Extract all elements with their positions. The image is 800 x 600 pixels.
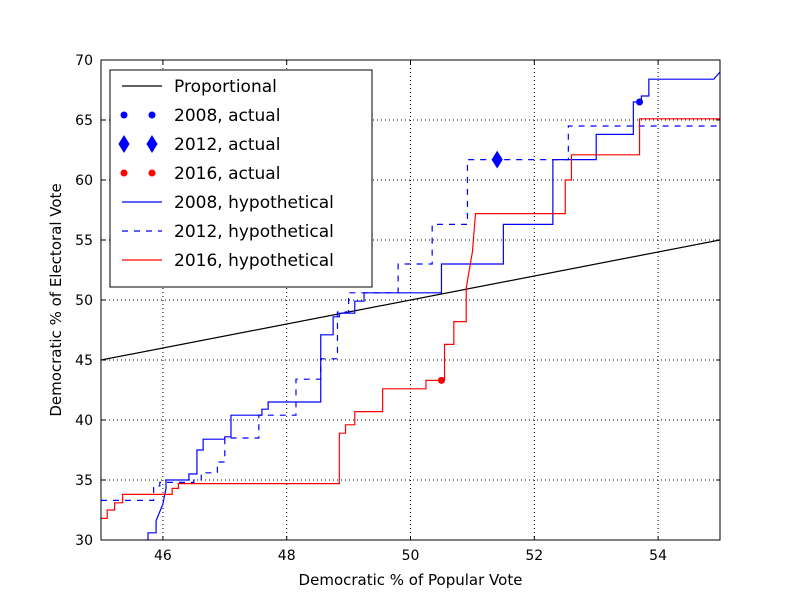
legend-item-2012-hypothetical: 2012, hypothetical xyxy=(122,222,334,242)
legend-label: 2012, hypothetical xyxy=(174,222,334,242)
y-tick-label: 70 xyxy=(75,53,93,69)
series-line xyxy=(101,118,720,519)
series-2016-hypothetical xyxy=(101,118,720,519)
series-2008-hypothetical xyxy=(145,71,720,540)
legend-label: Proportional xyxy=(174,77,277,97)
x-axis-title: Democratic % of Popular Vote xyxy=(299,571,523,589)
y-tick-label: 65 xyxy=(75,113,93,129)
series-line xyxy=(145,71,720,540)
legend-item-proportional: Proportional xyxy=(122,77,277,97)
series-line xyxy=(101,239,720,361)
legend-marker-swatch xyxy=(118,135,130,153)
x-tick-label: 50 xyxy=(402,548,420,564)
series-line xyxy=(101,125,720,501)
legend-marker-swatch xyxy=(148,169,156,177)
series-2012-hypothetical xyxy=(101,125,720,501)
y-tick-label: 40 xyxy=(75,413,93,429)
legend-marker-swatch xyxy=(120,111,128,119)
legend-item-2016-hypothetical: 2016, hypothetical xyxy=(122,251,334,271)
legend-box xyxy=(109,69,373,288)
x-tick-label: 48 xyxy=(278,548,296,564)
series-layer xyxy=(101,71,720,540)
y-tick-label: 30 xyxy=(75,533,93,549)
legend-label: 2016, hypothetical xyxy=(174,251,334,271)
x-tick-label: 52 xyxy=(525,548,543,564)
y-tick-label: 45 xyxy=(75,353,93,369)
y-axis-title: Democratic % of Electoral Vote xyxy=(47,183,65,416)
y-tick-label: 50 xyxy=(75,293,93,309)
legend-label: 2016, actual xyxy=(174,164,280,184)
legend-item-2008-hypothetical: 2008, hypothetical xyxy=(122,193,334,213)
x-tick-label: 46 xyxy=(154,548,172,564)
legend-label: 2008, hypothetical xyxy=(174,193,334,213)
legend-marker-swatch xyxy=(146,135,158,153)
x-tick-label: 54 xyxy=(649,548,667,564)
legend-item-2012-actual: 2012, actual xyxy=(118,135,280,155)
legend-item-2008-actual: 2008, actual xyxy=(120,106,280,126)
legend-label: 2012, actual xyxy=(174,135,280,155)
legend-marker-swatch xyxy=(148,111,156,119)
y-tick-label: 60 xyxy=(75,173,93,189)
legend-item-2016-actual: 2016, actual xyxy=(120,164,280,184)
legend: Proportional 2008, actual 2012, actual 2016… xyxy=(109,69,373,288)
y-tick-label: 35 xyxy=(75,473,93,489)
legend-label: 2008, actual xyxy=(174,106,280,126)
y-tick-label: 55 xyxy=(75,233,93,249)
tick-layer: 46 48 50 52 54 30 35 40 45 50 55 60 65 70 xyxy=(75,53,720,564)
series-proportional xyxy=(101,239,720,361)
legend-marker-swatch xyxy=(120,169,128,177)
